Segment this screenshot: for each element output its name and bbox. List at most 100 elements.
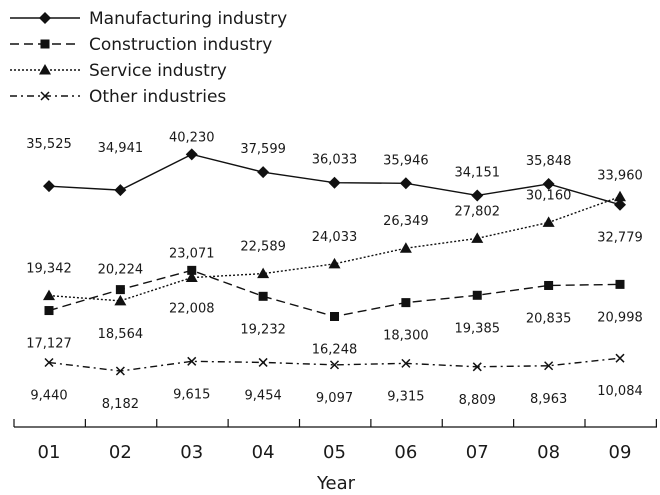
x-tick-label-04: 04 [252, 442, 275, 463]
series-construction-industry: 17,127 20,224 23,071 19,232 16,248 18,300 19,3… [26, 246, 643, 357]
x-axis-title: Year [316, 473, 356, 494]
data-point-manufacturing-industry-04 [257, 166, 270, 179]
data-label-service-industry-08: 30,160 [526, 188, 572, 203]
data-point-service-industry-01 [43, 289, 55, 301]
x-tick-label-05: 05 [323, 442, 346, 463]
data-point-service-industry-03 [185, 271, 198, 283]
data-label-other-industries-05: 9,097 [316, 391, 353, 406]
x-axis: 01 02 03 04 05 06 07 08 09 [13, 419, 657, 463]
data-point-other-industries-01 [44, 357, 54, 368]
data-point-construction-industry-02 [115, 285, 125, 295]
data-point-other-industries-07 [472, 362, 482, 372]
data-label-service-industry-07: 27,802 [455, 204, 501, 219]
legend-marker-manufacturing-industry [39, 12, 51, 24]
data-point-other-industries-09 [615, 353, 625, 363]
data-label-other-industries-09: 10,084 [597, 384, 643, 399]
data-label-construction-industry-02: 20,224 [98, 263, 144, 278]
series-layer: 35,525 34,941 40,230 37,599 36,033 35,946 34,1… [26, 130, 643, 412]
data-point-service-industry-04 [257, 267, 270, 279]
data-point-service-industry-02 [114, 294, 127, 306]
legend-marker-construction-industry [40, 39, 50, 49]
x-tick-label-02: 02 [109, 442, 132, 463]
series-manufacturing-industry: 35,525 34,941 40,230 37,599 36,033 35,946 34,1… [26, 130, 643, 245]
data-point-construction-industry-01 [44, 306, 54, 316]
legend-item-construction-industry: Construction industry [10, 35, 272, 55]
series-line-service-industry [48, 196, 621, 302]
data-point-other-industries-06 [401, 358, 411, 368]
x-tick-label-07: 07 [466, 442, 489, 463]
legend-item-service-industry: Service industry [10, 61, 227, 81]
data-label-manufacturing-industry-03: 40,230 [169, 130, 215, 145]
data-label-manufacturing-industry-05: 36,033 [312, 153, 358, 168]
data-label-manufacturing-industry-02: 34,941 [98, 141, 144, 156]
x-tick-label-08: 08 [537, 442, 560, 463]
data-label-service-industry-01: 19,342 [26, 262, 72, 277]
data-point-construction-industry-09 [615, 279, 625, 289]
data-point-manufacturing-industry-07 [471, 189, 484, 202]
series-other-industries: 9,440 8,182 9,615 9,454 9,097 9,315 8,809 8,963… [30, 353, 643, 412]
data-label-service-industry-03: 22,008 [169, 302, 215, 317]
data-label-manufacturing-industry-04: 37,599 [240, 142, 286, 157]
x-tick-label-01: 01 [38, 442, 61, 463]
data-point-construction-industry-05 [330, 311, 339, 321]
data-label-construction-industry-01: 17,127 [26, 337, 72, 352]
data-point-other-industries-03 [187, 356, 197, 366]
legend-label-other-industries: Other industries [89, 87, 226, 107]
data-point-service-industry-08 [542, 216, 555, 227]
data-point-service-industry-06 [399, 242, 412, 253]
legend: Manufacturing industry Construction indus… [10, 9, 287, 107]
data-point-manufacturing-industry-06 [399, 177, 412, 190]
data-point-manufacturing-industry-05 [328, 176, 341, 189]
data-label-manufacturing-industry-06: 35,946 [383, 153, 429, 168]
legend-marker-service-industry [39, 64, 51, 75]
data-label-construction-industry-09: 20,998 [597, 310, 643, 325]
data-point-service-industry-09 [614, 190, 626, 202]
data-label-other-industries-08: 8,963 [530, 392, 567, 407]
legend-item-manufacturing-industry: Manufacturing industry [10, 9, 287, 29]
data-label-other-industries-04: 9,454 [245, 388, 282, 403]
data-label-service-industry-02: 18,564 [98, 327, 144, 342]
data-label-other-industries-06: 9,315 [387, 389, 424, 404]
data-label-other-industries-01: 9,440 [30, 389, 67, 404]
legend-label-construction-industry: Construction industry [89, 35, 272, 55]
data-point-other-industries-04 [258, 357, 268, 367]
data-label-manufacturing-industry-09: 32,779 [597, 231, 643, 246]
data-label-other-industries-02: 8,182 [102, 397, 139, 412]
legend-label-service-industry: Service industry [89, 61, 227, 81]
data-label-manufacturing-industry-01: 35,525 [26, 137, 72, 152]
legend-item-other-industries: Other industries [10, 87, 226, 107]
data-point-construction-industry-04 [258, 291, 268, 301]
data-label-construction-industry-03: 23,071 [169, 246, 215, 261]
data-label-other-industries-07: 8,809 [459, 393, 496, 408]
x-tick-label-09: 09 [609, 442, 632, 463]
data-point-manufacturing-industry-02 [114, 184, 127, 197]
data-label-construction-industry-06: 18,300 [383, 329, 429, 344]
data-point-service-industry-07 [471, 232, 484, 243]
data-point-manufacturing-industry-01 [43, 180, 55, 193]
data-point-manufacturing-industry-08 [542, 177, 555, 190]
data-label-construction-industry-05: 16,248 [312, 342, 358, 357]
data-point-service-industry-05 [328, 257, 341, 269]
data-point-other-industries-02 [115, 366, 125, 376]
data-point-manufacturing-industry-09 [614, 198, 626, 211]
data-label-manufacturing-industry-07: 34,151 [455, 165, 501, 180]
data-label-construction-industry-07: 19,385 [455, 321, 501, 336]
data-label-service-industry-05: 24,033 [312, 230, 358, 245]
data-point-construction-industry-03 [187, 265, 197, 275]
legend-label-manufacturing-industry: Manufacturing industry [89, 9, 287, 29]
data-point-construction-industry-06 [401, 298, 411, 308]
data-label-service-industry-09: 33,960 [597, 169, 643, 184]
x-tick-label-06: 06 [394, 442, 417, 463]
x-tick-label-03: 03 [180, 442, 203, 463]
data-point-construction-industry-07 [472, 290, 482, 300]
series-service-industry: 19,342 18,564 22,008 22,589 24,033 26,349 27,8… [26, 169, 643, 342]
data-point-other-industries-05 [329, 360, 340, 370]
data-point-construction-industry-08 [544, 280, 554, 290]
data-label-construction-industry-08: 20,835 [526, 311, 572, 326]
data-label-other-industries-03: 9,615 [173, 387, 210, 402]
data-label-manufacturing-industry-08: 35,848 [526, 154, 572, 169]
data-point-other-industries-08 [544, 361, 554, 371]
data-point-manufacturing-industry-03 [185, 148, 198, 161]
data-label-service-industry-04: 22,589 [240, 240, 286, 255]
